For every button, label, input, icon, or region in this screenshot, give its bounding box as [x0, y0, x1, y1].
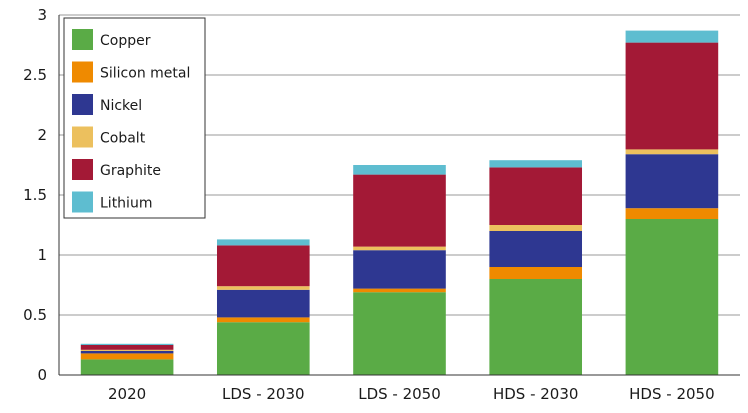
- bar-hds-2030-cobalt: [489, 225, 583, 231]
- legend-label-nickel: Nickel: [100, 98, 142, 114]
- legend-swatch-graphite: [72, 159, 93, 180]
- legend-label-lithium: Lithium: [100, 196, 152, 212]
- y-tick-label: 0: [37, 366, 47, 384]
- bar-hds-2050-nickel: [625, 154, 719, 209]
- bar-hds-2030-silicon-metal: [489, 267, 583, 279]
- bar-lds-2030-nickel: [216, 289, 310, 318]
- bar-hds-2050-silicon-metal: [625, 208, 719, 219]
- bar-lds-2050-silicon-metal: [353, 288, 446, 293]
- bar-lds-2050-lithium: [353, 165, 446, 175]
- x-tick-label-hds-2050: HDS - 2050: [629, 385, 714, 403]
- y-tick-label: 2: [37, 126, 47, 144]
- tick-labels: 0 0.5 1 1.5 2 2.5 3 2020 LDS - 2030 LDS - 2050 HDS…: [23, 6, 715, 403]
- bar-hds-2030-graphite: [489, 167, 583, 225]
- bar-hds-2050-copper: [625, 219, 719, 375]
- bar-lds-2030-cobalt: [216, 286, 310, 290]
- legend-label-cobalt: Cobalt: [100, 131, 146, 147]
- bar-lds-2030-lithium: [216, 239, 310, 246]
- legend-swatch-copper: [72, 29, 93, 50]
- bar-2020-nickel: [80, 351, 174, 354]
- axes: [58, 15, 740, 376]
- y-tick-label: 0.5: [23, 306, 47, 324]
- y-tick-label: 1.5: [23, 186, 47, 204]
- bar-hds-2050-graphite: [625, 42, 719, 150]
- bar-hds-2030-nickel: [489, 231, 583, 267]
- bar-lds-2030-graphite: [216, 245, 310, 287]
- bar-lds-2050-copper: [353, 292, 446, 375]
- bar-hds-2030-lithium: [489, 160, 583, 168]
- y-tick-label: 1: [37, 246, 47, 264]
- legend-swatch-lithium: [72, 191, 93, 213]
- bars: [80, 30, 719, 375]
- bar-lds-2050-graphite: [353, 174, 446, 247]
- legend-label-silicon-metal: Silicon metal: [100, 66, 190, 82]
- x-tick-label-lds-2050: LDS - 2050: [358, 385, 441, 403]
- bar-2020-graphite: [80, 345, 174, 350]
- bar-hds-2050-lithium: [625, 30, 719, 43]
- bar-lds-2050-nickel: [353, 250, 446, 289]
- bar-lds-2030-copper: [216, 322, 310, 375]
- legend: Copper Silicon metal Nickel Cobalt Graphite L…: [63, 17, 206, 219]
- legend-swatch-nickel: [72, 94, 93, 115]
- bar-hds-2030-copper: [489, 279, 583, 375]
- legend-label-graphite: Graphite: [100, 163, 161, 179]
- y-tick-label: 3: [37, 6, 47, 24]
- legend-box: [63, 17, 206, 219]
- legend-label-copper: Copper: [100, 33, 151, 49]
- x-tick-label-lds-2030: LDS - 2030: [222, 385, 305, 403]
- legend-swatch-cobalt: [72, 126, 93, 148]
- y-tick-label: 2.5: [23, 66, 47, 84]
- legend-swatch-silicon-metal: [72, 61, 93, 83]
- bar-hds-2050-cobalt: [625, 149, 719, 155]
- x-tick-label-hds-2030: HDS - 2030: [493, 385, 578, 403]
- x-tick-label-2020: 2020: [108, 385, 146, 403]
- bar-2020-silicon-metal: [80, 353, 174, 360]
- bar-2020-copper: [80, 359, 174, 375]
- bar-2020-cobalt: [80, 349, 174, 351]
- bar-lds-2050-cobalt: [353, 246, 446, 251]
- bar-2020-lithium: [80, 343, 174, 345]
- bar-lds-2030-silicon-metal: [216, 317, 310, 323]
